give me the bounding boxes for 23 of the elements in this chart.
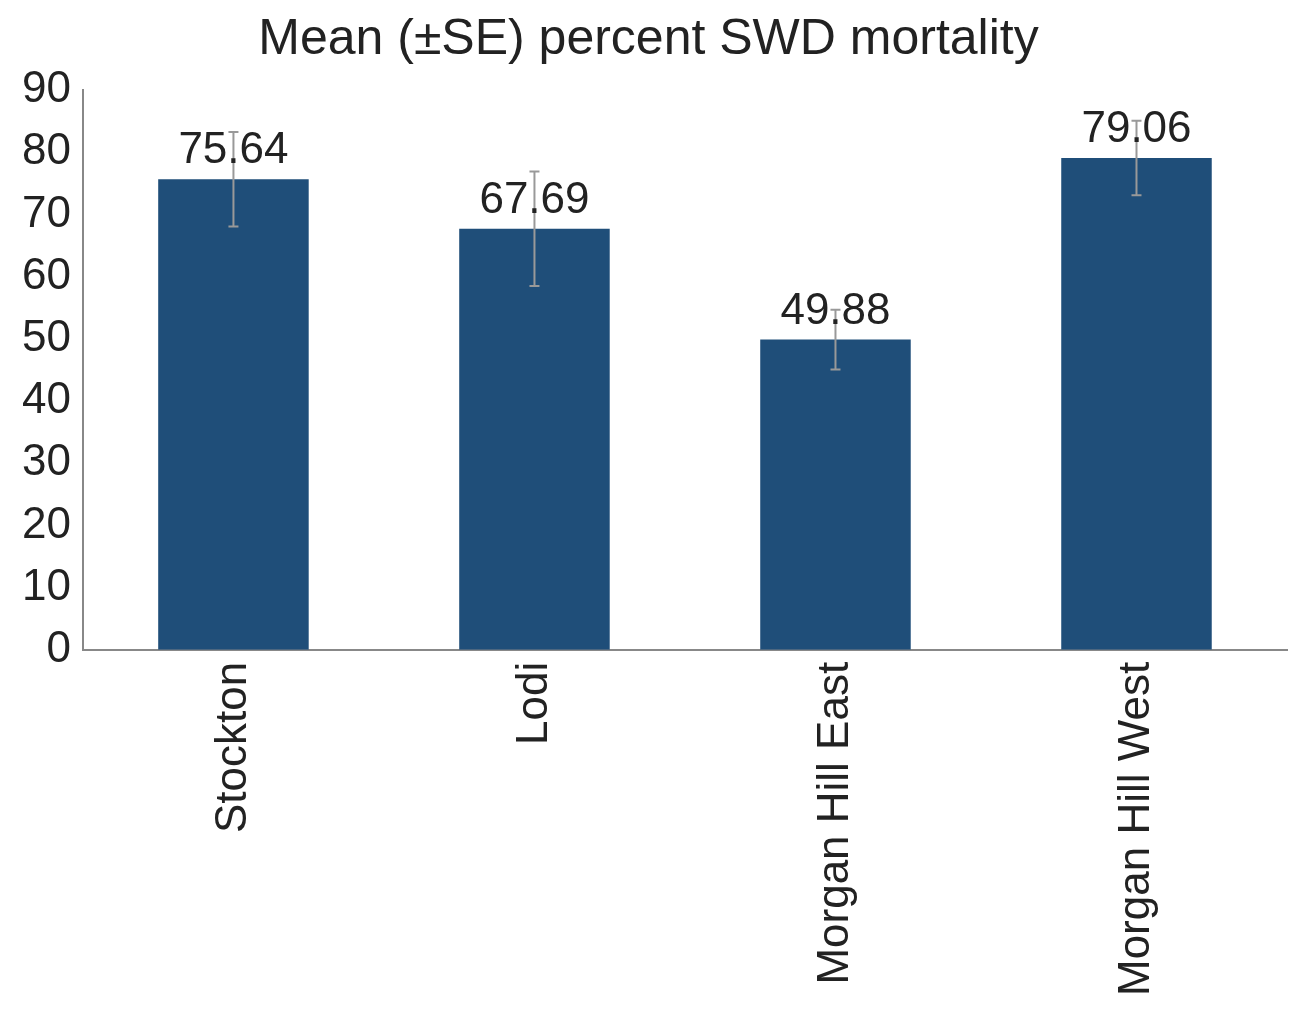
x-tick-label: Morgan Hill West [1108, 661, 1158, 996]
y-tick-label: 0 [46, 621, 71, 671]
bar [1061, 158, 1212, 650]
data-label: 75.64 [178, 123, 289, 173]
y-tick-label: 80 [21, 124, 71, 174]
data-label: 67.69 [479, 172, 590, 222]
x-tick-label: Morgan Hill East [807, 661, 857, 985]
x-tick-label: Lodi [506, 661, 556, 746]
data-label: 79.06 [1081, 102, 1192, 152]
y-tick-label: 10 [21, 559, 71, 609]
data-label: 49.88 [780, 283, 891, 333]
bar [158, 179, 309, 650]
bar [459, 228, 610, 650]
bar [760, 339, 911, 650]
x-tick-label: Stockton [205, 661, 255, 834]
y-tick-label: 50 [21, 310, 71, 360]
y-tick-label: 60 [21, 248, 71, 298]
y-tick-label: 90 [21, 62, 71, 112]
chart-title: Mean (±SE) percent SWD mortality [258, 8, 1039, 65]
y-tick-label: 70 [21, 186, 71, 236]
y-tick-label: 40 [21, 373, 71, 423]
y-tick-label: 30 [21, 435, 71, 485]
y-tick-label: 20 [21, 497, 71, 547]
